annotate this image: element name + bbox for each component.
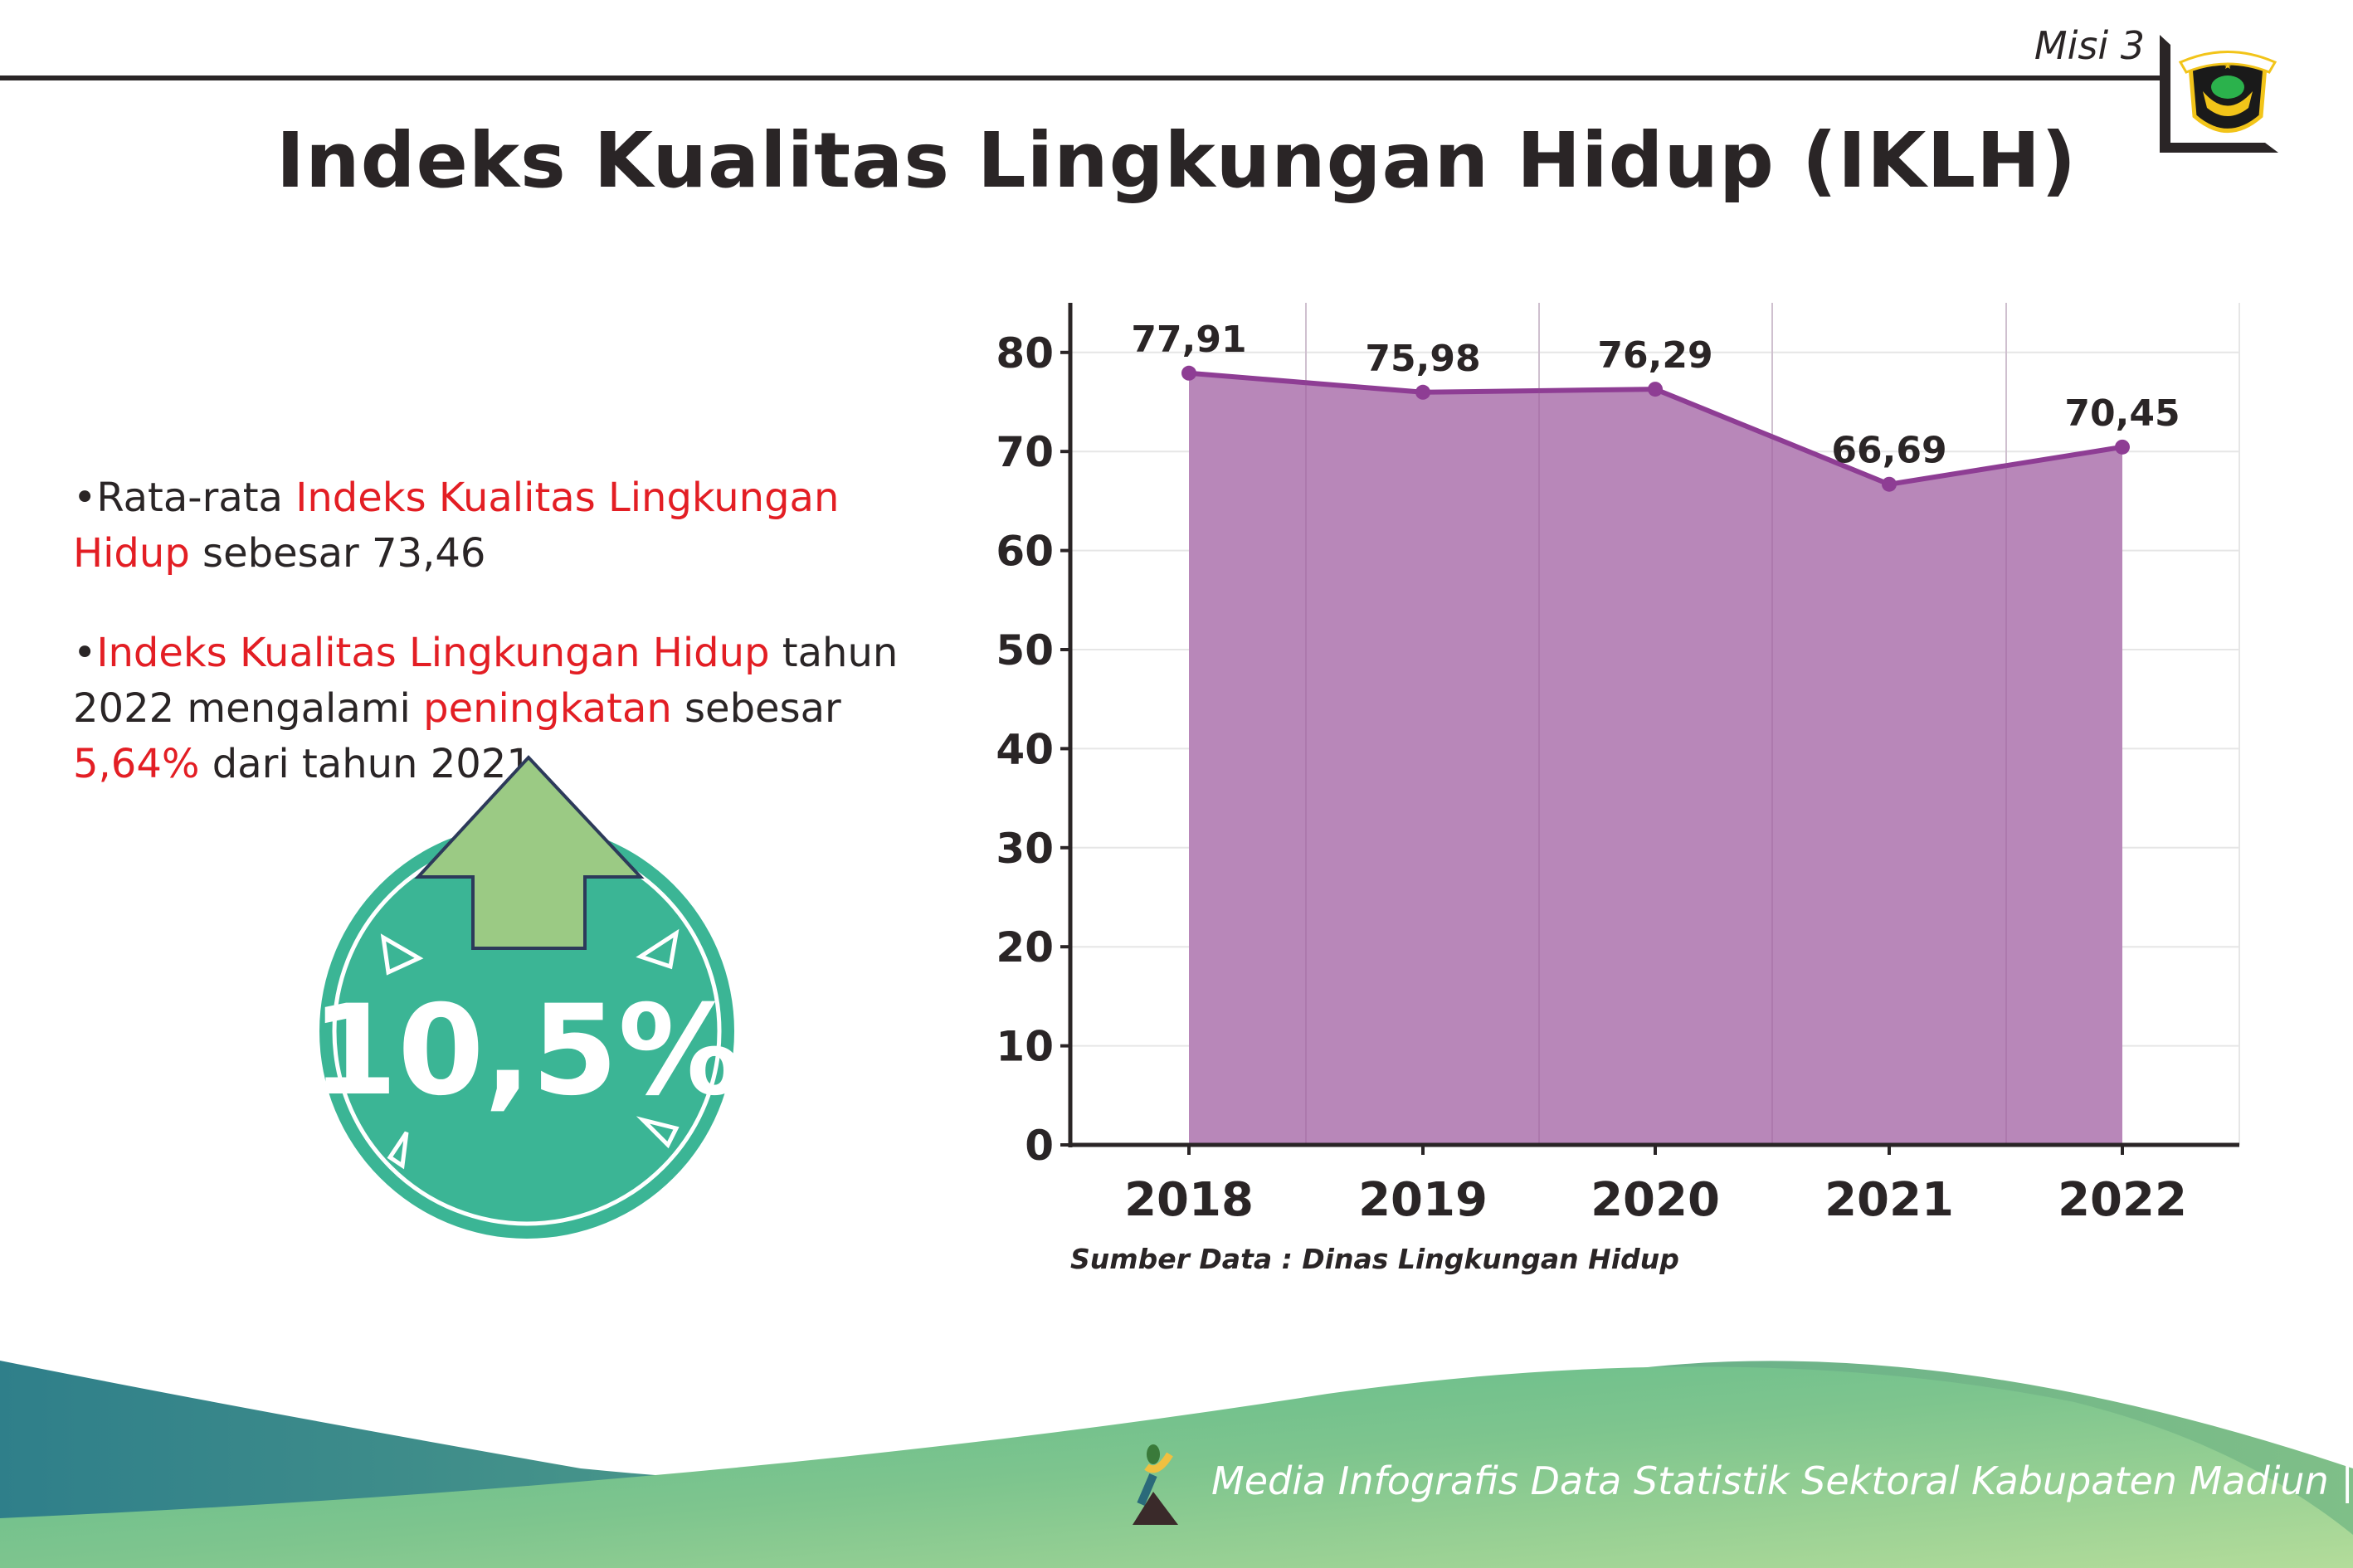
data-point <box>1181 365 1196 381</box>
bullet-highlight: 5,64% <box>73 741 200 787</box>
x-tick-label: 2022 <box>2058 1173 2187 1227</box>
y-tick-label: 30 <box>996 825 1054 873</box>
source-note: Sumber Data : Dinas Lingkungan Hidup <box>1070 1243 1679 1275</box>
data-label: 77,91 <box>1131 319 1246 361</box>
bullet-highlight: Indeks Kualitas Lingkungan Hidup <box>96 630 770 676</box>
bullet-text: tahun 2022 mengalami <box>73 630 899 732</box>
iklh-area-chart: 0 10 20 30 40 50 60 70 80 77,91 2018 75,98 2019 76,29… <box>996 303 2240 1227</box>
bullet-highlight: peningkatan <box>423 685 672 732</box>
y-tick-label: 80 <box>996 329 1054 377</box>
sparkle-icons <box>380 928 680 1170</box>
kabupaten-madiun-logo <box>2178 51 2277 133</box>
y-tick-label: 0 <box>1025 1122 1054 1170</box>
footer-text: Media Infografis Data Statistik Sektoral… <box>1211 1458 2353 1503</box>
bullet-text: dari tahun 2021 <box>199 741 532 787</box>
y-tick-label: 50 <box>996 626 1054 674</box>
x-tick-label: 2019 <box>1358 1173 1488 1227</box>
header-frame <box>0 35 2278 153</box>
bullet-text: Rata-rata <box>96 475 296 521</box>
section-label: Misi 3 <box>2034 23 2145 68</box>
bullet-average: •Rata-rata Indeks Kualitas Lingkungan Hi… <box>73 475 840 577</box>
bullet-highlight: Indeks Kualitas Lingkungan Hidup <box>73 475 840 577</box>
badge-value: 10,5% <box>311 979 743 1123</box>
y-tick-label: 20 <box>996 923 1054 971</box>
arrow-up-icon <box>414 755 645 950</box>
y-tick-label: 70 <box>996 428 1054 476</box>
data-label: 70,45 <box>2064 392 2180 435</box>
page-title: Indeks Kualitas Lingkungan Hidup (IKLH) <box>275 116 2078 205</box>
area-fill <box>1189 373 2122 1145</box>
bullet-increase: •Indeks Kualitas Lingkungan Hidup tahun … <box>73 630 899 787</box>
y-tick-label: 60 <box>996 528 1054 576</box>
data-point <box>1882 476 1897 492</box>
data-label: 75,98 <box>1365 338 1480 380</box>
y-tick-label: 40 <box>996 725 1054 773</box>
data-point <box>2115 439 2130 455</box>
x-tick-label: 2021 <box>1824 1173 1954 1227</box>
increase-badge: 10,5% <box>311 755 743 1239</box>
footer-wave <box>0 1361 2353 1568</box>
bullet-text: sebesar <box>671 685 841 732</box>
data-label: 66,69 <box>1831 430 1946 472</box>
y-tick-label: 10 <box>996 1023 1054 1071</box>
data-point <box>1648 382 1663 397</box>
data-label: 76,29 <box>1597 334 1712 377</box>
x-tick-label: 2018 <box>1124 1173 1254 1227</box>
infographic-mascot-icon <box>1133 1444 1178 1525</box>
x-tick-label: 2020 <box>1591 1173 1720 1227</box>
bullet-text: sebesar 73,46 <box>189 530 486 577</box>
data-point <box>1415 384 1430 400</box>
